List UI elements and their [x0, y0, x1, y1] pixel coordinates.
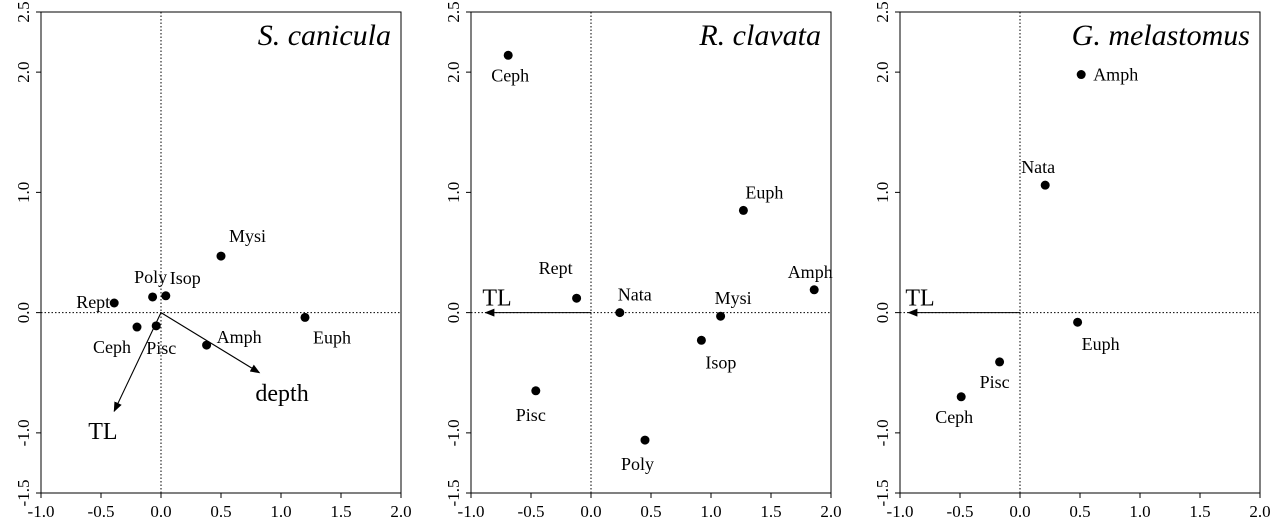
panel-title: R. clavata	[698, 19, 821, 52]
point-label-ceph: Ceph	[491, 65, 529, 85]
x-tick-label: -0.5	[947, 502, 974, 521]
y-tick-label: -1.0	[873, 419, 892, 446]
point-label-poly: Poly	[134, 267, 167, 287]
panel-title: S. canicula	[258, 19, 391, 52]
y-tick-label: 1.0	[14, 182, 33, 203]
point-rept	[572, 293, 582, 303]
point-poly	[640, 435, 650, 445]
x-tick-label: 1.5	[330, 502, 351, 521]
x-tick-label: 1.0	[700, 502, 721, 521]
point-label-ceph: Ceph	[935, 407, 973, 427]
point-nata	[615, 308, 625, 318]
y-tick-label: -1.0	[14, 419, 33, 446]
panel-gm: -1.0 -0.5 0.0 0.5 1.0 1.5 2.0-1.5-1.00.01.02.0…	[873, 1, 1271, 521]
point-ceph	[956, 392, 966, 402]
point-label-pisc: Pisc	[146, 338, 176, 358]
panel-rc: -1.0 -0.5 0.0 0.5 1.0 1.5 2.0-1.5-1.00.01.02.0…	[444, 1, 842, 521]
y-tick-label: 2.5	[444, 1, 463, 22]
x-tick-label: 0.0	[1009, 502, 1030, 521]
y-tick-label: 2.5	[873, 1, 892, 22]
y-tick-label: 1.0	[444, 182, 463, 203]
x-tick-label: 2.0	[390, 502, 411, 521]
point-amph	[809, 285, 819, 295]
y-tick-label: 0.0	[444, 302, 463, 323]
x-tick-label: 2.0	[1249, 502, 1270, 521]
panel-title: G. melastomus	[1072, 19, 1250, 52]
point-label-nata: Nata	[618, 285, 652, 305]
panel-sc: -1.0 -0.5 0.0 0.5 1.0 1.5 2.0-1.5-1.00.01.02.0…	[14, 1, 412, 521]
x-tick-label: 0.5	[210, 502, 231, 521]
point-isop	[696, 335, 706, 345]
point-ceph	[132, 322, 142, 332]
y-tick-label: 2.0	[873, 62, 892, 83]
x-tick-label: 1.5	[1189, 502, 1210, 521]
x-tick-label: -0.5	[88, 502, 115, 521]
point-label-rept: Rept	[539, 258, 573, 278]
point-label-isop: Isop	[705, 352, 736, 372]
point-amph	[1076, 70, 1086, 80]
point-label-poly: Poly	[621, 454, 654, 474]
point-amph	[202, 340, 212, 350]
point-rept	[109, 298, 119, 308]
point-isop	[161, 291, 171, 301]
point-pisc	[531, 386, 541, 396]
vector-label-depth: depth	[255, 381, 308, 407]
x-tick-label: 0.0	[580, 502, 601, 521]
point-label-amph: Amph	[788, 262, 833, 282]
vector-label-tl: TL	[905, 286, 934, 312]
y-tick-label: 0.0	[873, 302, 892, 323]
y-tick-label: 1.0	[873, 182, 892, 203]
x-tick-label: 1.5	[760, 502, 781, 521]
point-label-euph: Euph	[1082, 334, 1120, 354]
point-euph	[300, 312, 310, 322]
vector-label-tl: TL	[88, 419, 117, 445]
point-label-nata: Nata	[1021, 157, 1055, 177]
y-tick-label: -1.5	[14, 480, 33, 507]
y-tick-label: 2.0	[14, 62, 33, 83]
x-tick-label: -1.0	[28, 502, 55, 521]
vector-label-tl: TL	[482, 286, 511, 312]
point-label-rept: Rept	[76, 292, 110, 312]
point-euph	[1073, 317, 1083, 327]
x-tick-label: -1.0	[458, 502, 485, 521]
point-nata	[1040, 180, 1050, 190]
y-tick-label: -1.5	[873, 480, 892, 507]
point-label-pisc: Pisc	[980, 372, 1010, 392]
x-tick-label: 1.0	[270, 502, 291, 521]
y-tick-label: -1.5	[444, 480, 463, 507]
x-tick-label: 0.0	[150, 502, 171, 521]
point-mysi	[216, 251, 226, 261]
point-label-amph: Amph	[217, 327, 262, 347]
point-label-isop: Isop	[170, 268, 201, 288]
y-tick-label: -1.0	[444, 419, 463, 446]
x-tick-label: 0.5	[1069, 502, 1090, 521]
y-tick-label: 0.0	[14, 302, 33, 323]
point-mysi	[716, 311, 726, 321]
x-tick-label: 2.0	[820, 502, 841, 521]
point-pisc	[995, 357, 1005, 367]
y-tick-label: 2.5	[14, 1, 33, 22]
x-tick-label: 1.0	[1129, 502, 1150, 521]
point-label-mysi: Mysi	[715, 288, 752, 308]
point-poly	[148, 292, 158, 302]
point-label-mysi: Mysi	[229, 226, 266, 246]
point-pisc	[151, 321, 161, 331]
point-label-amph: Amph	[1093, 65, 1138, 85]
point-euph	[738, 205, 748, 215]
y-tick-label: 2.0	[444, 62, 463, 83]
point-label-pisc: Pisc	[516, 405, 546, 425]
x-tick-label: -0.5	[518, 502, 545, 521]
x-tick-label: -1.0	[887, 502, 914, 521]
x-tick-label: 0.5	[640, 502, 661, 521]
point-label-euph: Euph	[313, 327, 351, 347]
point-ceph	[503, 50, 513, 60]
point-label-ceph: Ceph	[93, 337, 131, 357]
point-label-euph: Euph	[745, 182, 783, 202]
